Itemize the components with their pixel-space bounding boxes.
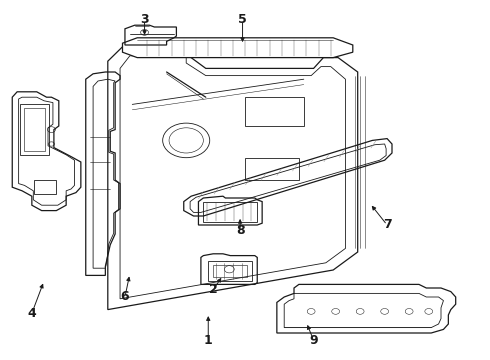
Text: 8: 8 (236, 224, 245, 237)
Polygon shape (122, 38, 353, 58)
Text: 1: 1 (204, 334, 213, 347)
Text: 7: 7 (383, 219, 392, 231)
Text: 5: 5 (238, 13, 247, 26)
Text: 6: 6 (121, 291, 129, 303)
Text: 2: 2 (209, 283, 218, 296)
Text: 3: 3 (140, 13, 149, 26)
Text: 9: 9 (309, 334, 318, 347)
Text: 4: 4 (27, 307, 36, 320)
